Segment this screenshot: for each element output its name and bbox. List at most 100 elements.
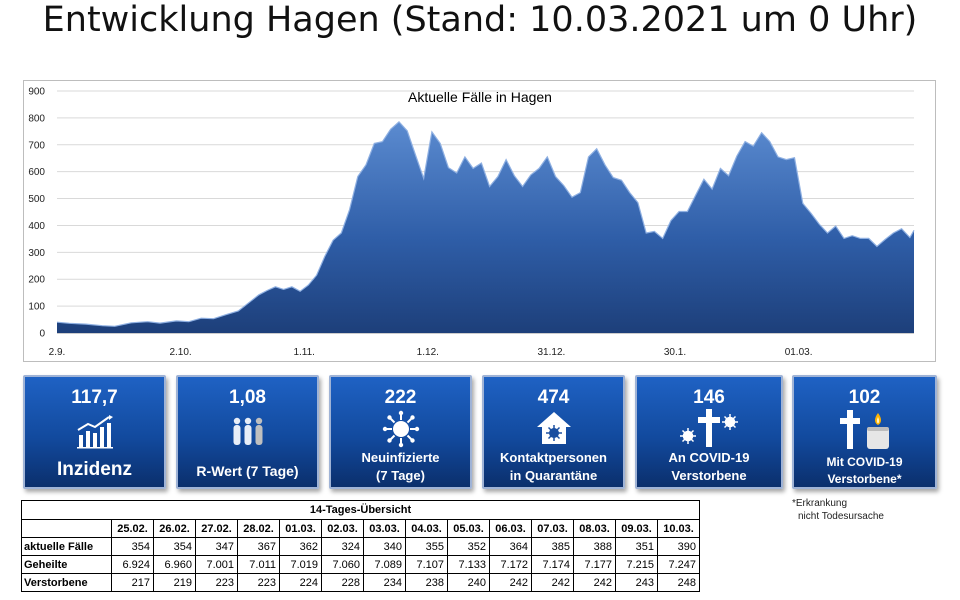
table-row: Geheilte 6.924 6.960 7.001 7.011 7.019 7.060 7.… — [21, 555, 700, 574]
table-title: 14-Tages-Übersicht — [21, 500, 700, 520]
table-cell: 224 — [279, 573, 322, 592]
y-tick-label: 500 — [28, 194, 45, 205]
table-cell: 7.001 — [195, 555, 238, 574]
x-tick-label: 31.12. — [537, 347, 565, 358]
table-cell: 7.133 — [447, 555, 490, 574]
table-date-header: 02.03. — [321, 519, 364, 538]
y-tick-label: 600 — [28, 167, 45, 178]
table-cell: 7.060 — [321, 555, 364, 574]
table-cell: 223 — [237, 573, 280, 592]
x-tick-label: 1.11. — [293, 347, 315, 358]
an-covid-label-1: An COVID-19 — [668, 450, 750, 465]
table-cell: 364 — [489, 537, 532, 556]
neuinfizierte-value: 222 — [384, 387, 417, 408]
tile-r-wert: 1,08 R-Wert (7 Tage) — [176, 375, 319, 489]
r-wert-label: R-Wert (7 Tage) — [196, 463, 299, 479]
footnote: *Erkrankung nicht Todesursache — [792, 497, 884, 523]
people-icon — [233, 417, 262, 445]
table-cell: 242 — [573, 573, 616, 592]
table-date-row: 25.02. 26.02. 27.02. 28.02. 01.03. 02.03. 03.0… — [21, 519, 700, 538]
overview-table-wrap: 14-Tages-Übersicht 25.02. 26.02. 27.02. 28.… — [21, 500, 700, 592]
table-cell: 362 — [279, 537, 322, 556]
r-wert-value: 1,08 — [229, 387, 266, 408]
y-tick-label: 400 — [28, 221, 45, 232]
table-cell: 242 — [531, 573, 574, 592]
y-tick-label: 300 — [28, 248, 45, 259]
table-cell: 354 — [111, 537, 154, 556]
table-cell: 354 — [153, 537, 196, 556]
table-cell: 388 — [573, 537, 616, 556]
table-corner-cell — [21, 519, 112, 538]
table-cell: 385 — [531, 537, 574, 556]
footnote-line-2: nicht Todesursache — [798, 511, 884, 522]
table-row-label: aktuelle Fälle — [21, 537, 112, 556]
footnote-line-1: *Erkrankung — [792, 498, 848, 509]
table-cell: 7.107 — [405, 555, 448, 574]
overview-table: 14-Tages-Übersicht 25.02. 26.02. 27.02. 28.… — [21, 500, 700, 592]
table-cell: 223 — [195, 573, 238, 592]
table-cell: 219 — [153, 573, 196, 592]
table-cell: 7.019 — [279, 555, 322, 574]
area-chart: 0 100 200 300 400 500 600 700 800 900 2.9. 2.10. 1.… — [23, 80, 936, 362]
mit-covid-label-2: Verstorbene* — [827, 472, 902, 486]
table-date-header: 27.02. — [195, 519, 238, 538]
table-cell: 340 — [363, 537, 406, 556]
y-tick-label: 100 — [28, 302, 45, 313]
neuinfizierte-label-2: (7 Tage) — [376, 468, 425, 483]
table-cell: 367 — [237, 537, 280, 556]
table-title-row: 14-Tages-Übersicht — [21, 500, 700, 520]
table-cell: 7.247 — [657, 555, 700, 574]
table-cell: 217 — [111, 573, 154, 592]
x-tick-label: 01.03. — [785, 347, 813, 358]
table-row-label: Verstorbene — [21, 573, 112, 592]
table-cell: 7.172 — [489, 555, 532, 574]
table-cell: 7.011 — [237, 555, 280, 574]
table-cell: 6.960 — [153, 555, 196, 574]
x-tick-label: 2.10. — [169, 347, 191, 358]
y-tick-label: 700 — [28, 140, 45, 151]
table-cell: 228 — [321, 573, 364, 592]
table-date-header: 01.03. — [279, 519, 322, 538]
an-covid-value: 146 — [693, 387, 725, 408]
mit-covid-label-1: Mit COVID-19 — [826, 455, 903, 469]
kontaktpersonen-label-2: in Quarantäne — [509, 468, 598, 483]
y-tick-label: 200 — [28, 275, 45, 286]
tile-mit-covid-verstorbene: 102 Mit COVID-19 Verstorbene* — [792, 375, 937, 489]
table-cell: 324 — [321, 537, 364, 556]
table-cell: 351 — [615, 537, 658, 556]
x-tick-label: 30.1. — [664, 347, 686, 358]
x-tick-label: 2.9. — [49, 347, 66, 358]
bar-chart-icon — [76, 415, 113, 449]
table-cell: 7.174 — [531, 555, 574, 574]
cross-virus-icon — [680, 409, 738, 447]
tile-inzidenz: 117,7 Inzidenz — [23, 375, 166, 489]
x-tick-label: 1.12. — [417, 347, 439, 358]
table-date-header: 06.03. — [489, 519, 532, 538]
inzidenz-value: 117,7 — [71, 387, 118, 408]
tile-neuinfizierte: 222 Neuinfizierte (7 Tage) — [329, 375, 472, 489]
tile-kontaktpersonen: 474 Kontaktpersonen in Quarantäne — [482, 375, 625, 489]
table-date-header: 28.02. — [237, 519, 280, 538]
table-date-header: 03.03. — [363, 519, 406, 538]
table-cell: 243 — [615, 573, 658, 592]
table-cell: 7.089 — [363, 555, 406, 574]
table-date-header: 07.03. — [531, 519, 574, 538]
table-date-header: 10.03. — [657, 519, 700, 538]
y-tick-label: 800 — [28, 113, 45, 124]
y-tick-label: 0 — [39, 329, 45, 340]
chart-svg: 0 100 200 300 400 500 600 700 800 900 2.9. 2.10. 1.… — [28, 87, 915, 358]
neuinfizierte-label-1: Neuinfizierte — [361, 450, 440, 465]
table-date-header: 08.03. — [573, 519, 616, 538]
table-cell: 234 — [363, 573, 406, 592]
virus-icon — [382, 410, 419, 448]
table-date-header: 05.03. — [447, 519, 490, 538]
table-cell: 7.215 — [615, 555, 658, 574]
table-cell: 390 — [657, 537, 700, 556]
chart-title: Aktuelle Fälle in Hagen — [408, 89, 552, 105]
table-date-header: 25.02. — [111, 519, 154, 538]
kontaktpersonen-label-1: Kontaktpersonen — [500, 450, 607, 465]
table-cell: 242 — [489, 573, 532, 592]
table-cell: 248 — [657, 573, 700, 592]
table-row: Verstorbene 217 219 223 223 224 228 234 238 240 24… — [21, 573, 700, 592]
table-date-header: 26.02. — [153, 519, 196, 538]
